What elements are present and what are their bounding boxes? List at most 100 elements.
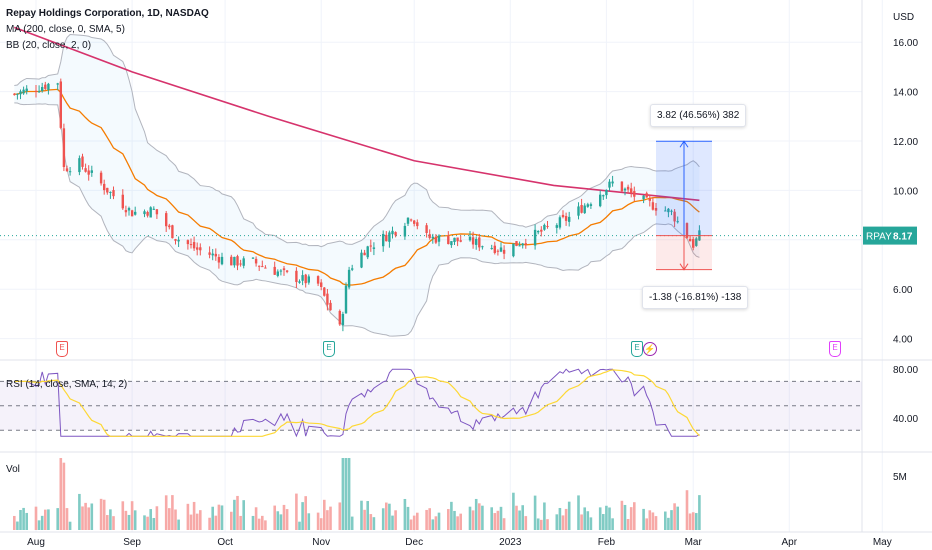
candle-body (143, 211, 146, 215)
volume-bar (109, 509, 112, 530)
candle-body (493, 245, 496, 253)
candle-body (546, 225, 549, 227)
candle-body (654, 207, 658, 211)
volume-bar (691, 512, 695, 530)
volume-legend[interactable]: Vol (6, 464, 20, 475)
candle-body (87, 170, 90, 175)
bollinger-band-fill (14, 34, 700, 337)
price-tick: 12.00 (893, 137, 918, 148)
volume-bar (344, 458, 348, 530)
candle-body (524, 243, 527, 245)
candle-body (192, 242, 196, 249)
candle-body (344, 285, 348, 314)
volume-bar (685, 490, 689, 530)
volume-bar (459, 513, 462, 530)
earnings-marker-2[interactable]: E (323, 341, 335, 357)
volume-bar (540, 519, 543, 530)
candle-body (453, 237, 456, 242)
candle-body (667, 208, 670, 213)
volume-bar (47, 509, 50, 530)
volume-bar (589, 517, 593, 530)
volume-bar (602, 514, 605, 530)
volume-tick: 5M (893, 472, 907, 483)
time-label: Oct (217, 537, 233, 548)
volume-bar (149, 509, 152, 530)
volume-bar (276, 511, 280, 530)
candle-body (47, 83, 50, 90)
candle-body (258, 265, 261, 267)
candle-body (41, 87, 44, 91)
bb-legend[interactable]: BB (20, close, 2, 0) (6, 40, 92, 51)
candle-body (242, 258, 245, 266)
candle-body (468, 236, 472, 241)
rsi-pane (0, 368, 862, 438)
volume-bar (369, 514, 373, 530)
earnings-marker-1[interactable]: E (56, 341, 68, 357)
candle-body (583, 205, 586, 214)
volume-bar (68, 521, 72, 530)
volume-bar (416, 512, 419, 530)
volume-bar (605, 505, 608, 530)
candle-body (499, 247, 503, 252)
volume-bar (217, 504, 221, 530)
volume-bar (316, 512, 320, 530)
measure-up-label: 3.82 (46.56%) 382 (650, 104, 747, 127)
volume-bar (251, 515, 255, 530)
candle-body (134, 211, 137, 215)
volume-bar (536, 518, 540, 530)
earnings-marker-future[interactable]: E (829, 341, 841, 357)
ma-legend[interactable]: MA (200, close, 0, SMA, 5) (6, 24, 125, 35)
volume-bar (230, 511, 233, 530)
volume-bar (168, 508, 171, 530)
volume-bar (412, 515, 416, 530)
volume-bar (633, 502, 636, 530)
volume-bar (350, 516, 354, 530)
candle-body (239, 263, 242, 265)
candle-body (630, 188, 633, 193)
earnings-marker-3[interactable]: E (631, 341, 643, 357)
rsi-legend[interactable]: RSI (14, close, SMA, 14, 2) (6, 379, 128, 390)
candle-body (664, 210, 667, 212)
candle-body (62, 128, 66, 168)
chart-title: Repay Holdings Corporation, 1D, NASDAQ (6, 8, 209, 19)
volume-bar (450, 501, 453, 530)
candle-body (208, 252, 211, 255)
volume-bar (164, 495, 168, 530)
candle-body (264, 267, 267, 269)
rsi-band (0, 381, 862, 431)
candle-body (103, 183, 106, 191)
volume-bar (242, 500, 245, 530)
volume-bar (409, 519, 413, 530)
candle-body (599, 194, 602, 207)
time-label: 2023 (499, 537, 522, 548)
candle-body (670, 210, 673, 212)
candle-body (165, 213, 168, 227)
volume-bar (211, 506, 214, 530)
volume-bar (40, 515, 44, 530)
candle-body (608, 181, 611, 188)
candle-body (623, 188, 627, 191)
volume-bar (623, 504, 627, 530)
candle-body (447, 235, 450, 245)
candle-body (168, 225, 171, 228)
volume-pane (13, 458, 701, 530)
candle-body (555, 225, 558, 228)
bollinger-upper (14, 33, 700, 248)
candle-body (341, 313, 345, 326)
volume-bar (124, 510, 128, 530)
candle-body (149, 207, 152, 218)
volume-bar (474, 498, 478, 530)
candle-body (388, 232, 391, 242)
volume-bar (515, 505, 518, 530)
candle-body (695, 238, 698, 246)
candle-body (329, 302, 332, 311)
volume-bar (273, 505, 276, 530)
dividend-lightning-icon[interactable]: ⚡ (643, 342, 657, 356)
candle-body (406, 217, 410, 224)
volume-bar (626, 519, 630, 530)
time-label: Feb (598, 537, 616, 548)
candle-body (338, 310, 341, 325)
measure-down-label: -1.38 (-16.81%) -138 (642, 286, 749, 309)
candle-body (189, 244, 193, 246)
